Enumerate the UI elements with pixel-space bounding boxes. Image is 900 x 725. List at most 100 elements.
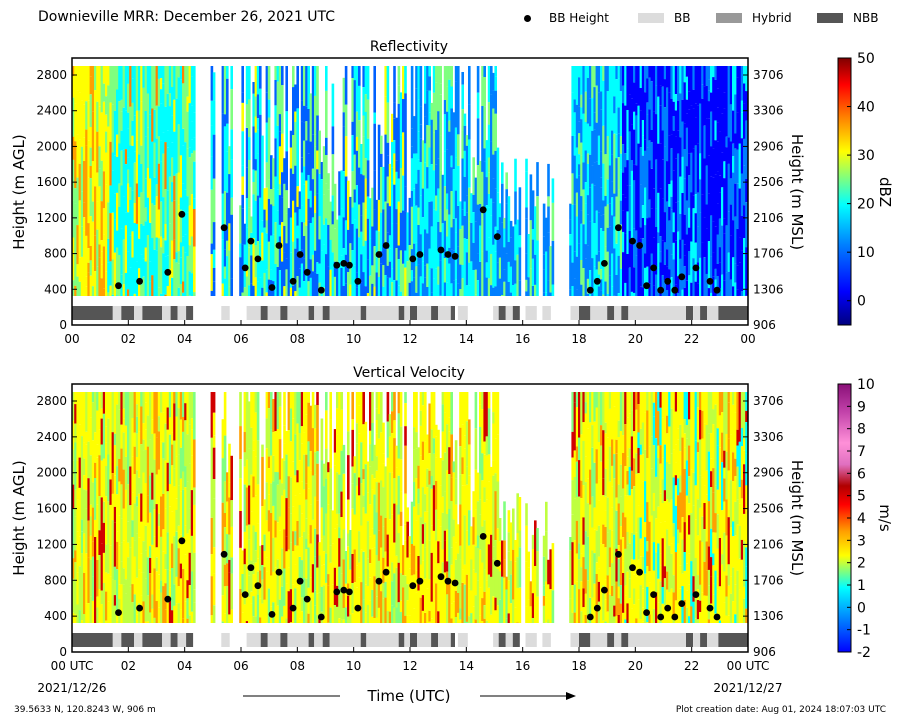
heatmap-cell — [107, 292, 110, 296]
heatmap-cell — [685, 234, 689, 259]
heatmap-cell — [635, 103, 638, 116]
heatmap-cell — [450, 283, 453, 296]
bb-type-segment — [621, 306, 629, 320]
heatmap-cell — [404, 403, 407, 427]
heatmap-cell — [116, 392, 119, 405]
heatmap-cell — [743, 205, 746, 239]
heatmap-cell — [85, 553, 88, 604]
heatmap-cell — [591, 447, 594, 497]
heatmap-cell — [177, 454, 181, 486]
heatmap-cell — [426, 511, 429, 553]
heatmap-cell — [353, 202, 357, 220]
heatmap-cell — [91, 507, 95, 542]
heatmap-cell — [573, 402, 577, 451]
heatmap-cell — [485, 177, 489, 206]
heatmap-cell — [633, 471, 636, 487]
heatmap-cell — [694, 194, 698, 214]
heatmap-cell — [725, 112, 728, 137]
heatmap-cell — [573, 498, 577, 541]
heatmap-cell — [740, 138, 744, 174]
bb-type-segment — [287, 633, 309, 647]
heatmap-cell — [160, 293, 163, 296]
heatmap-cell — [283, 252, 286, 287]
heatmap-cell — [743, 165, 746, 206]
heatmap-cell — [406, 212, 409, 262]
heatmap-cell — [140, 406, 143, 445]
heatmap-cell — [333, 492, 337, 529]
heatmap-cell — [382, 209, 385, 242]
bb-height-point — [375, 251, 383, 258]
heatmap-cell — [547, 584, 550, 620]
heatmap-cell — [380, 392, 383, 433]
bb-type-segment — [177, 633, 186, 647]
heatmap-cell — [646, 410, 649, 458]
heatmap-cell — [384, 581, 387, 598]
heatmap-cell — [245, 621, 249, 623]
heatmap-cell — [377, 607, 381, 623]
heatmap-cell — [292, 531, 295, 551]
heatmap-cell — [408, 568, 412, 616]
bb-type-segment — [329, 306, 361, 320]
heatmap-cell — [228, 146, 231, 175]
heatmap-cell — [485, 262, 489, 278]
heatmap-cell — [580, 434, 583, 481]
heatmap-cell — [193, 246, 196, 293]
heatmap-cell — [701, 541, 704, 561]
heatmap-cell — [386, 534, 390, 567]
legend-label: Hybrid — [752, 11, 792, 25]
heatmap-cell — [193, 137, 196, 151]
heatmap-cell — [743, 238, 746, 288]
heatmap-cell — [424, 116, 427, 144]
heatmap-cell — [274, 520, 277, 538]
heatmap-cell — [494, 540, 497, 568]
heatmap-cell — [600, 425, 603, 446]
bb-height-point — [678, 273, 686, 281]
heatmap-cell — [716, 514, 720, 549]
bb-type-segment — [308, 633, 315, 647]
heatmap-cell — [386, 203, 390, 233]
heatmap-cell — [373, 246, 376, 287]
heatmap-cell — [738, 66, 742, 112]
heatmap-cell — [441, 174, 445, 194]
heatmap-cell — [705, 470, 709, 495]
heatmap-cell — [316, 169, 319, 194]
heatmap-cell — [325, 254, 328, 289]
heatmap-cell — [186, 481, 189, 499]
colorbar-tick-label: 0 — [857, 294, 866, 310]
heatmap-cell — [439, 83, 442, 95]
heatmap-cell — [492, 154, 495, 179]
heatmap-cell — [78, 566, 82, 611]
heatmap-cell — [516, 588, 519, 623]
heatmap-cell — [168, 392, 172, 418]
heatmap-cell — [127, 169, 130, 184]
heatmap-cell — [611, 102, 614, 131]
heatmap-cell — [472, 544, 475, 570]
heatmap-cell — [674, 191, 678, 203]
heatmap-cell — [265, 92, 269, 123]
heatmap-cell — [465, 145, 469, 196]
heatmap-cell — [347, 616, 350, 623]
heatmap-cell — [611, 439, 614, 466]
heatmap-cell — [712, 148, 715, 178]
heatmap-cell — [688, 207, 691, 228]
heatmap-cell — [716, 122, 720, 142]
heatmap-cell — [663, 578, 667, 606]
heatmap-cell — [182, 246, 185, 282]
heatmap-cell — [595, 584, 599, 623]
heatmap-cell — [404, 113, 407, 149]
heatmap-cell — [514, 607, 517, 623]
colorbar-tick-label: 1 — [857, 578, 866, 594]
heatmap-cell — [666, 124, 669, 162]
heatmap-cell — [714, 532, 717, 571]
heatmap-cell — [175, 262, 178, 296]
heatmap-cell — [272, 481, 275, 506]
heatmap-cell — [118, 515, 121, 546]
heatmap-cell — [663, 490, 667, 501]
heatmap-cell — [679, 532, 682, 566]
heatmap-cell — [454, 279, 458, 296]
heatmap-cell — [155, 196, 159, 238]
heatmap-cell — [164, 508, 167, 554]
heatmap-cell — [710, 92, 713, 112]
heatmap-cell — [160, 496, 163, 520]
heatmap-cell — [325, 218, 328, 255]
